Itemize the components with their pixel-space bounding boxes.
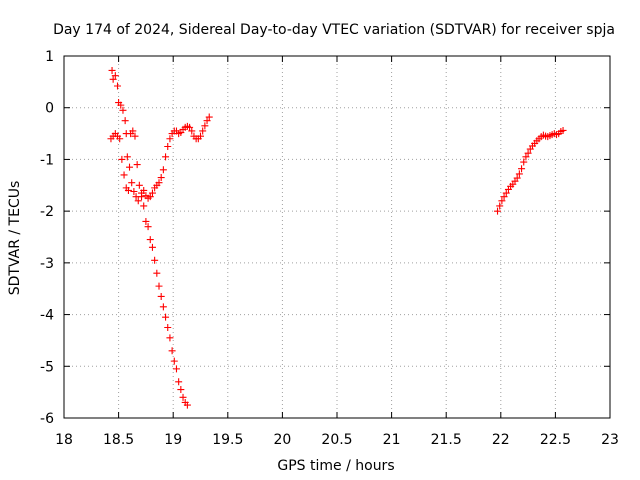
data-point bbox=[205, 113, 213, 121]
data-point bbox=[162, 153, 170, 161]
x-tick-labels: 18 18.5 19 19.5 20 20.5 21 21.5 22 22.5 23 bbox=[55, 432, 619, 448]
data-point bbox=[121, 117, 129, 125]
data-point bbox=[157, 174, 165, 182]
data-point bbox=[203, 117, 211, 125]
x-tick-label: 21 bbox=[383, 432, 401, 448]
data-point bbox=[144, 223, 152, 231]
y-tick-label: -3 bbox=[40, 256, 54, 272]
data-point bbox=[129, 127, 137, 135]
data-point bbox=[142, 217, 150, 225]
data-point bbox=[559, 126, 567, 134]
data-point bbox=[175, 378, 183, 386]
data-point bbox=[130, 187, 138, 195]
data-marks bbox=[107, 66, 567, 409]
x-tick-label: 18.5 bbox=[103, 432, 134, 448]
data-point bbox=[513, 174, 521, 182]
data-point bbox=[162, 313, 170, 321]
data-point bbox=[164, 143, 172, 150]
data-point bbox=[520, 158, 528, 166]
data-point bbox=[166, 135, 174, 143]
data-point bbox=[151, 256, 159, 264]
data-point bbox=[524, 149, 532, 157]
data-point bbox=[172, 365, 180, 373]
data-point bbox=[168, 347, 176, 355]
data-point bbox=[515, 170, 523, 178]
y-tick-label: -4 bbox=[40, 308, 54, 324]
data-point bbox=[117, 101, 125, 109]
grid-lines bbox=[64, 56, 610, 418]
data-point bbox=[164, 324, 172, 331]
x-tick-label: 20 bbox=[273, 432, 291, 448]
x-axis-label: GPS time / hours bbox=[277, 458, 394, 474]
data-point bbox=[188, 127, 196, 135]
data-point bbox=[128, 179, 136, 187]
data-point bbox=[157, 292, 165, 300]
data-point bbox=[118, 155, 126, 163]
series-track-a-descending bbox=[108, 66, 191, 409]
data-point bbox=[119, 106, 127, 114]
data-point bbox=[179, 393, 187, 401]
chart-title: Day 174 of 2024, Sidereal Day-to-day VTE… bbox=[53, 22, 615, 38]
data-point bbox=[120, 171, 128, 179]
data-point bbox=[201, 122, 209, 130]
y-tick-label: -6 bbox=[40, 411, 54, 427]
data-point bbox=[116, 135, 124, 143]
data-point bbox=[131, 132, 139, 140]
x-tick-label: 18 bbox=[55, 432, 73, 448]
x-tick-label: 20.5 bbox=[321, 432, 352, 448]
data-point bbox=[494, 207, 502, 215]
data-point bbox=[140, 186, 148, 194]
y-tick-label: 1 bbox=[45, 49, 54, 65]
data-point bbox=[170, 357, 178, 365]
data-point bbox=[109, 75, 117, 83]
data-point bbox=[108, 66, 116, 74]
data-point bbox=[133, 161, 141, 169]
series-track-c-rising bbox=[494, 126, 567, 215]
y-axis-label: SDTVAR / TECUs bbox=[7, 181, 23, 296]
y-tick-labels: 1 0 -1 -2 -3 -4 -5 -6 bbox=[40, 49, 54, 427]
data-point bbox=[111, 72, 119, 80]
x-tick-label: 22 bbox=[492, 432, 510, 448]
data-point bbox=[114, 82, 122, 90]
data-point bbox=[123, 153, 131, 161]
data-point bbox=[518, 165, 526, 173]
data-point bbox=[153, 269, 161, 277]
data-point bbox=[496, 202, 504, 210]
x-tick-label: 22.5 bbox=[540, 432, 571, 448]
data-point bbox=[148, 189, 156, 197]
y-tick-label: -2 bbox=[40, 204, 54, 220]
y-tick-label: -5 bbox=[40, 359, 54, 375]
data-point bbox=[502, 189, 510, 197]
data-point bbox=[146, 193, 154, 201]
data-point bbox=[159, 166, 167, 174]
axis-ticks bbox=[63, 55, 611, 419]
series-track-b-oscillating bbox=[107, 113, 213, 202]
x-tick-label: 21.5 bbox=[431, 432, 462, 448]
x-tick-label: 19 bbox=[164, 432, 182, 448]
data-point bbox=[522, 153, 530, 161]
y-tick-label: -1 bbox=[40, 152, 54, 168]
data-point bbox=[500, 193, 508, 201]
data-point bbox=[155, 179, 163, 187]
data-point bbox=[140, 202, 148, 210]
data-point bbox=[126, 163, 134, 171]
data-point bbox=[177, 386, 185, 394]
data-point bbox=[498, 197, 506, 205]
data-point bbox=[183, 401, 191, 409]
data-point bbox=[155, 282, 163, 290]
data-point bbox=[135, 181, 143, 189]
y-tick-label: 0 bbox=[45, 101, 54, 117]
data-point bbox=[166, 334, 174, 342]
data-point bbox=[197, 132, 204, 140]
data-point bbox=[199, 127, 207, 135]
data-point bbox=[124, 186, 132, 194]
data-point bbox=[186, 123, 194, 131]
data-point bbox=[148, 243, 156, 251]
x-tick-label: 23 bbox=[601, 432, 619, 448]
data-point bbox=[146, 236, 154, 244]
data-point bbox=[159, 303, 167, 311]
x-tick-label: 19.5 bbox=[212, 432, 243, 448]
data-point bbox=[134, 197, 142, 205]
